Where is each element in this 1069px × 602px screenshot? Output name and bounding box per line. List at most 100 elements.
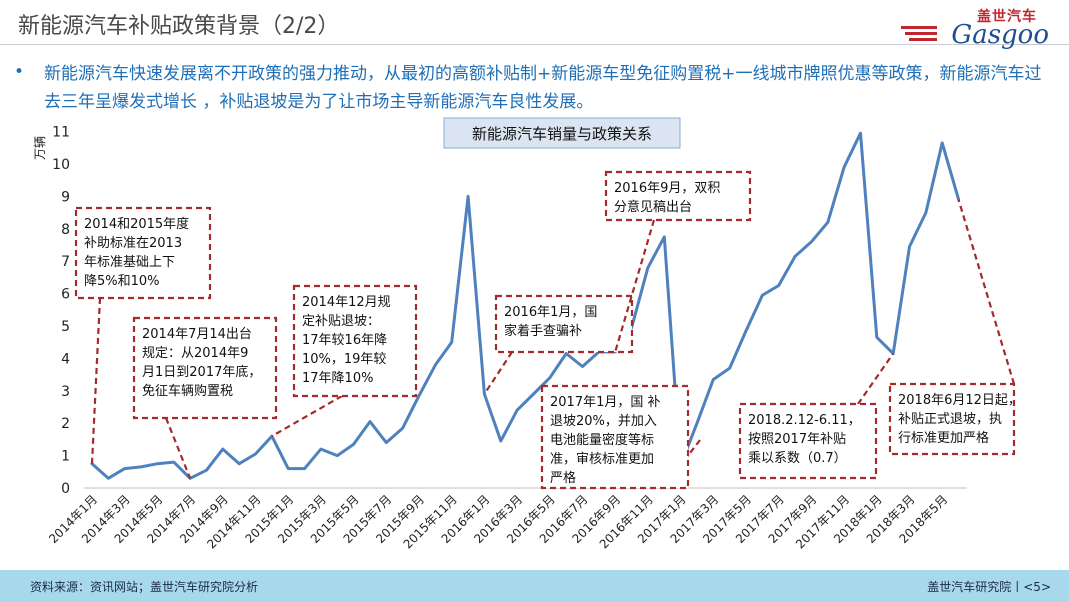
data-point (352, 443, 355, 446)
data-point (548, 376, 551, 380)
y-tick-label: 4 (61, 351, 70, 367)
annotation-text: 补助标准在2013 (84, 236, 182, 251)
sales-series-line (90, 131, 961, 480)
annotation-text: 2014年12月规 (302, 295, 391, 310)
annotation-box (292, 284, 418, 398)
data-point (237, 462, 241, 465)
data-point (695, 422, 699, 425)
data-point (581, 365, 584, 368)
annotation-text: 2017年1月，国 补 (550, 395, 661, 410)
data-point (417, 394, 421, 397)
data-point (254, 452, 257, 456)
data-point (663, 235, 666, 239)
annotation-box (494, 294, 634, 354)
annotation-text: 按照2017年补贴 (748, 432, 846, 447)
data-point (336, 454, 339, 457)
y-tick-label: 8 (61, 222, 70, 238)
annotation-leader-line (957, 199, 1016, 385)
summary-text: 新能源汽车快速发展离不开政策的强力推动，从最初的高额补贴制+新能源车型免征购置税… (44, 64, 1042, 112)
annotation-text: 规定：从2014年9 (142, 346, 248, 361)
data-point (107, 477, 110, 480)
data-point (875, 336, 878, 339)
annotation-leader-line (90, 297, 102, 464)
y-tick-label: 11 (52, 125, 70, 141)
annotation-text: 免征车辆购置税 (142, 383, 233, 399)
sales-policy-line-chart: 01234567891011万辆2014年1月2014年3月2014年5月201… (33, 117, 1021, 551)
y-tick-label: 5 (61, 319, 70, 335)
annotation-text: 2016年9月，双积 (614, 181, 720, 196)
data-point (205, 468, 208, 472)
data-point (564, 352, 568, 355)
y-tick-label: 0 (61, 481, 70, 497)
data-point (303, 467, 306, 470)
y-axis-label: 万辆 (33, 136, 47, 160)
annotation-text: 月1日到2017年底， (142, 364, 261, 380)
data-point (826, 221, 829, 224)
annotation-text: 准，审核标准更加 (550, 452, 654, 467)
annotation-leader-line (483, 351, 513, 395)
gasgoo-logo: 盖世汽车 Gasgoo (899, 6, 1049, 50)
chart-title: 新能源汽车销量与政策关系 (472, 125, 652, 143)
data-point (385, 441, 388, 444)
annotation-box (74, 206, 212, 300)
data-point (515, 409, 519, 412)
annotation-text: 电池能量密度等标 (550, 432, 654, 448)
data-point (941, 141, 944, 145)
y-tick-label: 1 (61, 449, 70, 465)
data-point (156, 462, 159, 465)
annotation-text: 2016年1月，国 (504, 305, 597, 320)
page-number: 盖世汽车研究院丨<5> (927, 580, 1051, 594)
annotation-leader-line (679, 439, 701, 466)
annotation-text: 年标准基础上下 (84, 255, 175, 270)
annotation-leader-line (614, 219, 656, 353)
data-point (908, 245, 911, 248)
data-point (401, 426, 404, 430)
annotation-text: 行标准更加严格 (898, 430, 989, 446)
footer-bar: 资料来源：资讯网站；盖世汽车研究院分析 盖世汽车研究院丨<5> (0, 570, 1069, 602)
annotation-text: 家着手查骗补 (504, 323, 582, 339)
y-tick-label: 10 (52, 157, 70, 173)
annotation-leader-line (271, 395, 343, 438)
annotation-text: 补贴正式退坡，执 (898, 412, 1002, 427)
annotation-text: 严格 (550, 470, 576, 486)
annotation-text: 退坡20%，并加入 (550, 414, 657, 429)
annotation-text: 10%，19年较 (302, 352, 386, 367)
page-title: 新能源汽车补贴政策背景（2/2） (18, 14, 340, 39)
data-point (139, 465, 143, 469)
y-tick-label: 7 (61, 254, 70, 270)
data-point (777, 284, 780, 287)
data-point (761, 294, 764, 297)
annotation-text: 17年较16年降 (302, 333, 387, 348)
annotation-text: 2014和2015年度 (84, 216, 189, 232)
annotation-text: 分意见稿出台 (614, 199, 692, 215)
title-divider (0, 44, 1069, 45)
data-point (466, 195, 470, 198)
data-point (123, 467, 126, 470)
source-note: 资料来源：资讯网站；盖世汽车研究院分析 (30, 580, 259, 594)
y-tick-label: 2 (61, 416, 70, 432)
chart-title-box (443, 117, 681, 149)
data-point (319, 447, 323, 451)
annotation-box (738, 402, 878, 480)
data-point (646, 266, 650, 269)
data-point (810, 240, 813, 243)
annotation-text: 2014年7月14出台 (142, 327, 252, 342)
data-point (172, 460, 175, 464)
data-point (532, 392, 535, 396)
y-tick-label: 6 (61, 287, 70, 303)
annotation-text: 2018年6月12日起， (898, 393, 1021, 408)
logo-chinese-text: 盖世汽车 (977, 9, 1037, 25)
annotation-text: 2018.2.12-6.11， (748, 413, 861, 428)
logo-stripes-icon (901, 26, 937, 41)
annotation-box (604, 170, 752, 222)
data-point (924, 211, 928, 214)
annotation-text: 降5%和10% (84, 274, 160, 289)
data-point (842, 166, 846, 169)
annotation-box (132, 316, 278, 420)
bullet-marker: • (14, 62, 25, 82)
data-point (499, 439, 502, 443)
annotation-text: 定补贴退坡： (302, 314, 380, 329)
data-point (744, 329, 748, 333)
y-tick-label: 3 (61, 384, 70, 400)
data-point (712, 378, 715, 381)
